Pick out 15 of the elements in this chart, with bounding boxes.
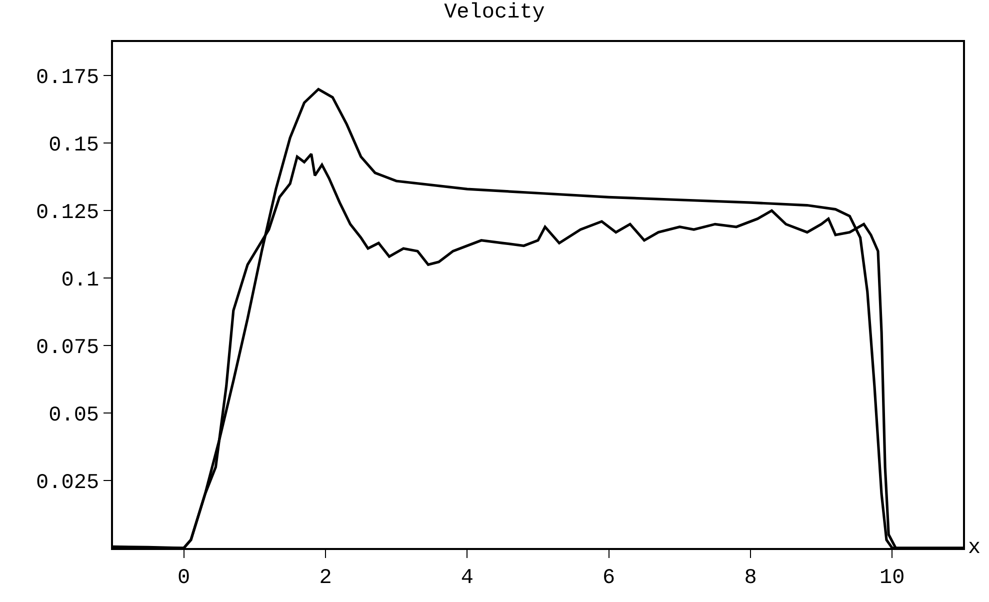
x-tick-label: 2: [319, 566, 332, 590]
x-axis-title: x: [968, 537, 981, 560]
y-tick-label: 0.1: [61, 269, 100, 292]
x-tick-label: 10: [880, 566, 905, 590]
y-tick-label: 0.175: [36, 67, 100, 90]
chart-title: Velocity: [444, 2, 545, 25]
y-tick-label: 0.15: [48, 134, 100, 158]
x-tick-label: 0: [178, 566, 190, 590]
y-tick-label: 0.075: [36, 336, 100, 360]
y-tick-label: 0.05: [48, 404, 100, 428]
x-tick-label: 6: [602, 566, 616, 590]
x-tick-label: 4: [460, 566, 474, 590]
y-tick-label: 0.125: [36, 202, 100, 226]
x-tick-label: 8: [744, 566, 757, 590]
y-tick-label: 0.025: [36, 472, 100, 495]
